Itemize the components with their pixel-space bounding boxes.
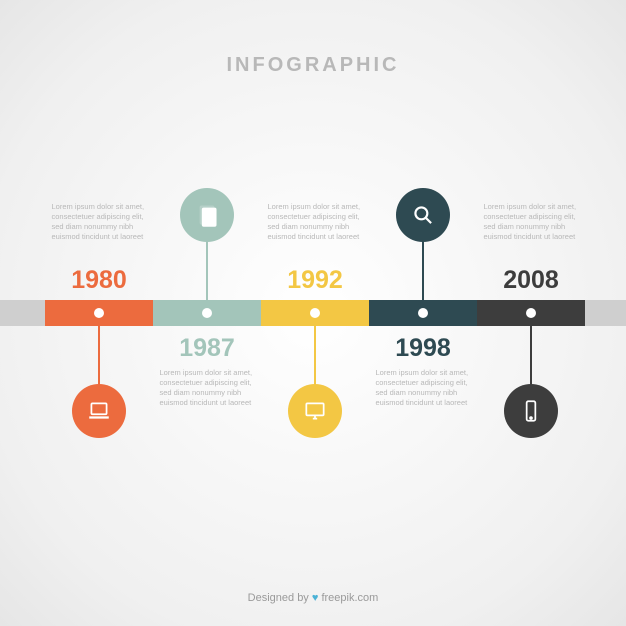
page-title: INFOGRAPHIC [0,0,626,77]
timeline-year: 2008 [503,266,559,295]
timeline-node-dot [526,308,536,318]
footer-prefix: Designed by [248,592,312,604]
footer-credit: Designed by ♥ freepik.com [0,592,626,604]
timeline-node-dot [418,308,428,318]
monitor-icon [302,398,328,424]
monitor-bubble [288,384,342,438]
timeline-stem [206,238,208,300]
timeline-description: Lorem ipsum dolor sit amet, consectetuer… [484,202,579,243]
timeline-year: 1992 [287,266,343,295]
search-icon [410,202,436,228]
timeline-description: Lorem ipsum dolor sit amet, consectetuer… [268,202,363,243]
timeline-description: Lorem ipsum dolor sit amet, consectetuer… [52,202,147,243]
footer-brand: freepik.com [318,592,378,604]
timeline-stem [422,238,424,300]
timeline-stem [98,326,100,388]
timeline-description: Lorem ipsum dolor sit amet, consectetuer… [376,368,471,409]
laptop-icon [86,398,112,424]
document-icon [194,202,220,228]
timeline-node-dot [94,308,104,318]
timeline-year: 1987 [179,334,235,363]
timeline-description: Lorem ipsum dolor sit amet, consectetuer… [160,368,255,409]
timeline-node-dot [202,308,212,318]
timeline-year: 1998 [395,334,451,363]
document-bubble [180,188,234,242]
timeline [0,300,626,326]
timeline-stem [314,326,316,388]
phone-icon [518,398,544,424]
phone-bubble [504,384,558,438]
timeline-stem [530,326,532,388]
laptop-bubble [72,384,126,438]
timeline-year: 1980 [71,266,127,295]
search-bubble [396,188,450,242]
timeline-node-dot [310,308,320,318]
